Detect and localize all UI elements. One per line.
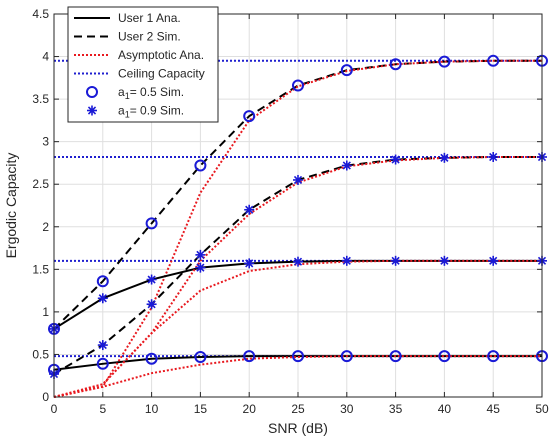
circle-marker	[194, 159, 207, 172]
legend-label-5-symbol: a	[118, 104, 125, 118]
legend-swatch-4	[86, 86, 98, 98]
circle-marker	[243, 350, 256, 363]
star-marker	[439, 152, 450, 163]
x-tick-label: 30	[340, 402, 354, 416]
legend-label-4: a1= 0.5 Sim.	[118, 85, 184, 101]
legend-box	[67, 6, 219, 123]
legend-label-4-subscript: 1	[125, 91, 130, 101]
x-axis-label: SNR (dB)	[268, 420, 328, 436]
y-tick-label: 0	[42, 390, 49, 404]
legend-label-5: a1= 0.9 Sim.	[118, 104, 184, 120]
star-marker	[341, 160, 352, 171]
star-marker	[87, 105, 97, 116]
star-marker	[390, 255, 401, 266]
star-marker	[195, 249, 206, 260]
circle-marker	[96, 275, 109, 288]
circle-marker	[487, 54, 500, 67]
series-line-a1-09-asymptotic-user2	[53, 155, 542, 398]
x-tick-label: 40	[438, 402, 452, 416]
legend-label-4-rest: = 0.5 Sim.	[130, 85, 184, 99]
series-line-a1-05-asymptotic-user2	[53, 59, 542, 398]
star-marker	[146, 299, 157, 310]
x-tick-label: 20	[243, 402, 257, 416]
circle-marker	[145, 352, 158, 365]
circle-marker	[389, 58, 402, 71]
circle-marker	[389, 350, 402, 363]
y-tick-label: 4	[42, 50, 49, 64]
y-tick-label: 3	[42, 135, 49, 149]
star-marker	[390, 154, 401, 165]
star-marker	[97, 340, 108, 351]
circle-marker	[292, 350, 304, 363]
star-marker	[293, 256, 303, 267]
x-tick-label: 35	[389, 402, 403, 416]
star-marker	[341, 255, 352, 266]
y-tick-label: 1	[42, 305, 49, 319]
x-tick-label: 5	[99, 402, 106, 416]
circle-marker	[96, 357, 109, 370]
y-tick-label: 1.5	[32, 262, 49, 276]
y-tick-label: 2	[42, 220, 49, 234]
star-marker	[488, 255, 499, 266]
x-tick-label: 10	[145, 402, 159, 416]
x-tick-label: 50	[535, 402, 549, 416]
axis-ticks: 0 5 10 15 20 25 30 35 40 45 50 0 0.5 1 1.5 2 2.5 3 3.5 4 4.5	[32, 7, 549, 416]
circle-marker	[487, 350, 500, 363]
legend-label-4-symbol: a	[118, 85, 125, 99]
star-marker	[488, 151, 499, 162]
star-marker	[244, 258, 255, 269]
series-line-a1-05-asymptotic-user1	[53, 355, 542, 398]
legend-label-5-rest: = 0.9 Sim.	[130, 104, 184, 118]
legend: User 1 Ana. User 2 Sim. Asymptotic Ana. Cei…	[67, 6, 219, 123]
circle-marker	[145, 217, 158, 230]
legend-label-5-subscript: 1	[125, 110, 130, 120]
circle-marker	[340, 64, 353, 77]
star-marker	[244, 204, 255, 215]
star-marker	[97, 293, 108, 304]
x-tick-label: 25	[291, 402, 305, 416]
y-axis-label: Ergodic Capacity	[3, 153, 19, 259]
star-marker	[439, 255, 450, 266]
y-tick-label: 3.5	[32, 92, 49, 106]
star-marker	[195, 262, 206, 273]
y-tick-label: 2.5	[32, 177, 49, 191]
legend-label-0: User 1 Ana.	[118, 11, 181, 25]
x-tick-label: 0	[51, 402, 58, 416]
x-tick-label: 45	[487, 402, 501, 416]
legend-label-3: Ceiling Capacity	[118, 67, 205, 81]
circle-marker	[292, 79, 304, 92]
star-marker	[146, 274, 157, 285]
y-tick-label: 0.5	[32, 347, 49, 361]
circle-marker	[340, 350, 353, 363]
legend-label-2: Asymptotic Ana.	[118, 48, 204, 62]
circle-marker	[194, 350, 207, 363]
star-marker	[293, 174, 303, 185]
x-tick-label: 15	[194, 402, 208, 416]
y-tick-label: 4.5	[32, 7, 49, 21]
circle-marker	[438, 350, 451, 363]
legend-label-1: User 2 Sim.	[118, 30, 181, 44]
circle-marker	[438, 55, 451, 68]
circle-marker	[243, 110, 256, 123]
